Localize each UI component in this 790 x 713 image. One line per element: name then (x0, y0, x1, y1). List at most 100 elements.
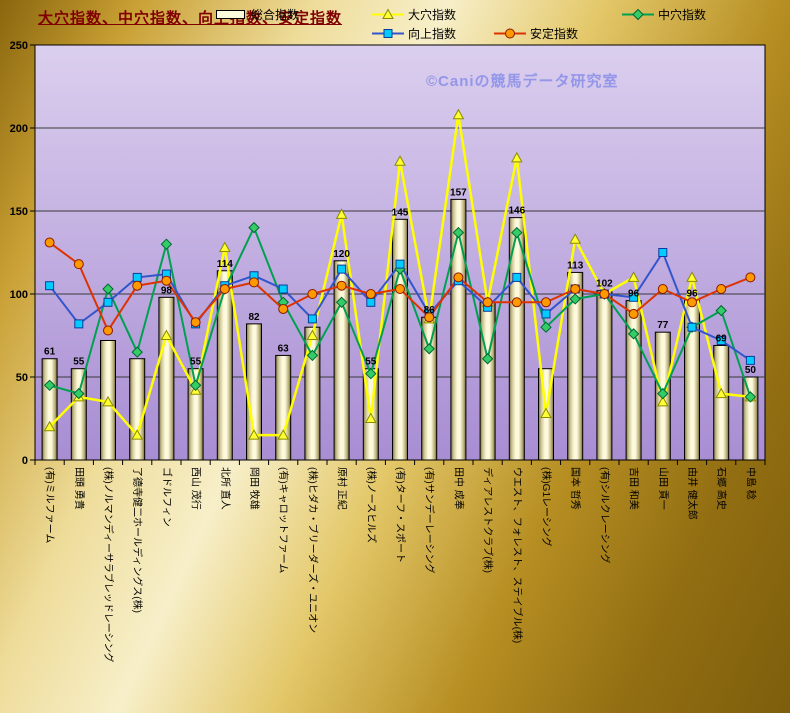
marker-chuana (160, 238, 173, 250)
bar-swatch-icon (215, 8, 247, 21)
legend-item-chuana: 中穴指数 (622, 6, 706, 23)
marker-antei (44, 237, 55, 248)
bar-sougou (304, 326, 321, 461)
marker-koujou (687, 322, 697, 332)
bar-value-label: 114 (217, 259, 234, 270)
bar-sougou (421, 316, 438, 461)
x-axis-label: 吉田 和美 (628, 467, 641, 510)
marker-ooana (627, 271, 640, 282)
x-axis-label: 西山 茂行 (190, 467, 203, 510)
legend-label-antei: 安定指数 (530, 27, 579, 41)
x-axis-label: (有)ミルファーム (44, 467, 57, 543)
legend-label-sougou: 総合指数 (251, 8, 300, 22)
marker-chuana (569, 293, 581, 305)
x-axis-label: (有)サンデーレーシング (423, 467, 436, 573)
x-axis-label: 岡田 牧雄 (248, 467, 261, 510)
diamond-marker-icon (622, 8, 654, 21)
marker-ooana (364, 412, 377, 423)
marker-antei (541, 297, 551, 308)
marker-chuana (452, 226, 465, 239)
marker-koujou (395, 259, 405, 269)
x-axis-label: (有)キャロットファーム (277, 467, 290, 573)
marker-ooana (656, 395, 669, 407)
marker-antei (219, 284, 230, 295)
marker-ooana (510, 151, 523, 163)
marker-antei (307, 289, 318, 299)
marker-chuana (715, 304, 727, 317)
bar-value-label: 145 (392, 207, 409, 218)
marker-ooana (277, 429, 290, 440)
marker-antei (190, 317, 201, 328)
legend-item-ooana: 大穴指数 (372, 6, 456, 23)
marker-chuana (365, 367, 377, 380)
marker-antei (365, 289, 376, 299)
x-axis-label: 田中 成奉 (452, 467, 465, 510)
bar-value-label: 50 (745, 365, 757, 376)
marker-antei (687, 297, 697, 308)
bar-sougou (216, 270, 233, 461)
marker-antei (395, 284, 405, 295)
marker-ooana (452, 108, 465, 120)
marker-chuana (744, 391, 757, 403)
marker-koujou (132, 272, 142, 282)
bar-value-label: 82 (248, 312, 260, 323)
marker-antei (745, 272, 756, 283)
marker-ooana (335, 208, 348, 219)
bar-sougou (129, 358, 146, 461)
marker-chuana (248, 221, 260, 234)
legend-item-antei: 安定指数 (494, 25, 578, 42)
bar-value-label: 96 (686, 289, 698, 300)
x-axis-label: 山田 貢一 (657, 467, 669, 510)
bar-value-label: 55 (190, 357, 202, 368)
x-axis-label: (株)ノルマンディーサラブレッドレーシング (102, 467, 115, 663)
marker-koujou (278, 284, 288, 294)
marker-chuana (511, 226, 523, 239)
bar-value-label: 63 (278, 343, 290, 354)
marker-koujou (745, 355, 755, 365)
marker-ooana (248, 429, 260, 440)
marker-antei (511, 297, 522, 308)
marker-chuana (189, 379, 202, 392)
marker-ooana (306, 329, 319, 340)
marker-chuana (43, 379, 56, 392)
bar-value-label: 146 (508, 206, 525, 217)
x-axis-label: 由井 健太郎 (686, 467, 699, 520)
x-axis-label: 了德寺健二ホールディングス(株) (131, 467, 144, 613)
bar-value-label: 113 (567, 260, 584, 271)
marker-chuana (73, 387, 85, 400)
bar-value-label: 77 (657, 320, 669, 331)
x-axis-label: ウエスト、フォレスト、ステイブル(株) (511, 467, 524, 643)
bar-value-label: 157 (450, 187, 467, 198)
x-axis-label: ディアレストクラブ(株) (482, 467, 495, 573)
marker-koujou (629, 292, 639, 302)
marker-ooana (102, 395, 114, 407)
marker-antei (657, 284, 668, 295)
marker-ooana (131, 429, 144, 440)
marker-koujou (337, 264, 347, 274)
x-axis-label: (株)ヒダカ・ブリーダーズ・ユニオン (306, 467, 319, 633)
marker-antei (482, 297, 493, 308)
bar-sougou (596, 290, 613, 461)
chart-title: 大穴指数、中穴指数、向上指数、安定指数 (38, 10, 343, 27)
marker-antei (73, 259, 84, 270)
marker-antei (103, 325, 113, 336)
marker-chuana (102, 283, 114, 295)
x-axis-label: (株)ノースヒルズ (365, 467, 378, 543)
marker-chuana (540, 321, 552, 333)
y-axis-tick-label: 150 (10, 206, 28, 218)
marker-antei (278, 303, 289, 314)
marker-antei (570, 284, 581, 295)
bar-sougou (70, 368, 87, 461)
bar-sougou (625, 300, 642, 461)
marker-ooana (540, 407, 552, 419)
x-axis-label: 石郷 高史 (715, 467, 728, 510)
marker-koujou (366, 297, 376, 307)
bar-sougou (450, 198, 467, 461)
marker-ooana (218, 241, 231, 253)
marker-koujou (716, 335, 726, 345)
bar-value-label: 86 (424, 305, 436, 316)
square-marker-icon (372, 27, 404, 40)
legend-item-koujou: 向上指数 (372, 25, 456, 42)
marker-ooana (715, 387, 728, 399)
